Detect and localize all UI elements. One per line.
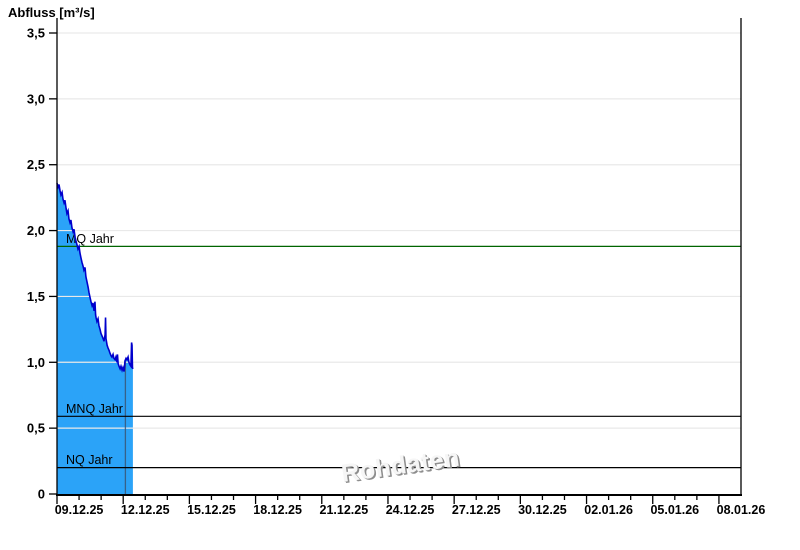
y-tick-label: 1,0 xyxy=(27,355,45,370)
y-tick-label: 1,5 xyxy=(27,289,45,304)
y-tick-label: 3,5 xyxy=(27,26,45,41)
x-tick-label: 15.12.25 xyxy=(187,503,236,517)
reference-line-label-1: MNQ Jahr xyxy=(66,402,123,416)
x-tick-label: 30.12.25 xyxy=(518,503,567,517)
chart-title: Abfluss [m³/s] xyxy=(8,5,95,20)
x-tick-label: 08.01.26 xyxy=(717,503,766,517)
discharge-curve xyxy=(56,182,134,373)
x-tick-label: 27.12.25 xyxy=(452,503,501,517)
x-tick-label: 21.12.25 xyxy=(320,503,369,517)
x-tick-label: 18.12.25 xyxy=(253,503,302,517)
y-tick-label: 3,0 xyxy=(27,91,45,106)
y-tick-label: 0,5 xyxy=(27,421,45,436)
x-tick-label: 24.12.25 xyxy=(386,503,435,517)
y-tick-label: 2,0 xyxy=(27,223,45,238)
reference-line-label-2: NQ Jahr xyxy=(66,453,113,467)
x-tick-label: 12.12.25 xyxy=(121,503,170,517)
y-tick-label: 2,5 xyxy=(27,157,45,172)
x-tick-label: 09.12.25 xyxy=(55,503,104,517)
discharge-area xyxy=(57,183,133,494)
reference-line-label-0: MQ Jahr xyxy=(66,232,114,246)
x-tick-label: 05.01.26 xyxy=(650,503,699,517)
y-tick-label: 0 xyxy=(38,487,45,502)
x-tick-label: 02.01.26 xyxy=(584,503,633,517)
